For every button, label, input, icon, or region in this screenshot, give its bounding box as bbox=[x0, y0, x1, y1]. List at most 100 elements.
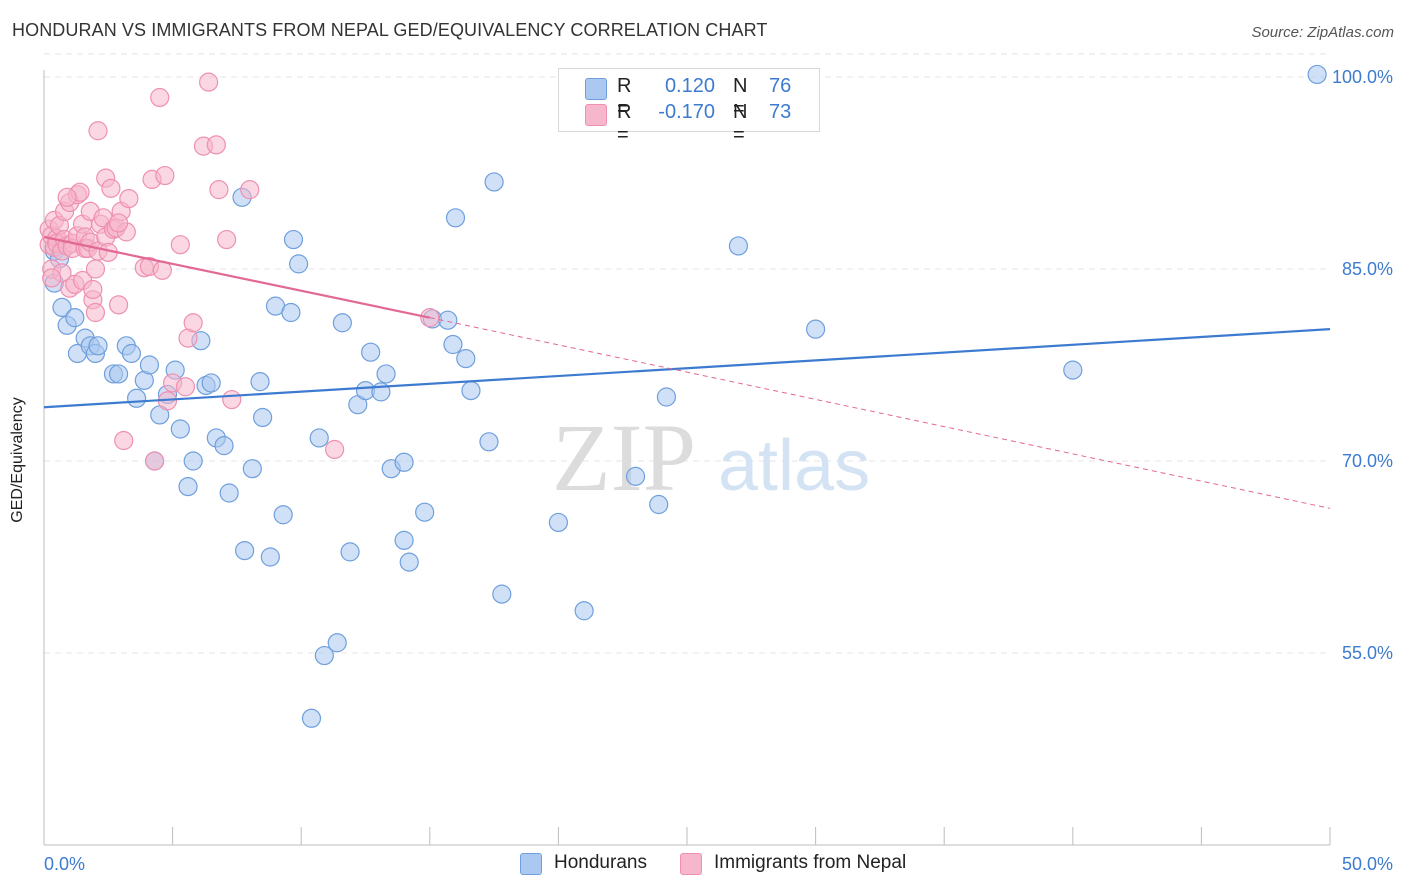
honduran-point bbox=[214, 436, 234, 456]
trend-line-hondurans bbox=[43, 328, 1331, 409]
grid-lines bbox=[44, 53, 1330, 654]
honduran-point bbox=[219, 483, 239, 503]
chart-title: HONDURAN VS IMMIGRANTS FROM NEPAL GED/EQ… bbox=[12, 20, 768, 40]
honduran-point bbox=[649, 494, 669, 515]
series-nepal bbox=[39, 72, 440, 471]
legend: R = 0.120 N = 76 R = -0.170 N = 73 bbox=[558, 68, 820, 146]
honduran-point bbox=[260, 547, 280, 567]
nepal-point bbox=[42, 268, 62, 288]
honduran-point bbox=[728, 236, 749, 256]
honduran-point bbox=[332, 313, 352, 333]
nepal-point bbox=[108, 213, 129, 233]
legend-r-value: 0.120 bbox=[664, 75, 715, 97]
honduran-point bbox=[183, 451, 203, 471]
nepal-point bbox=[119, 189, 139, 209]
honduran-point bbox=[65, 308, 85, 328]
nepal-point bbox=[209, 180, 229, 200]
honduran-point bbox=[139, 355, 160, 375]
trend-lines bbox=[43, 235, 1331, 509]
nepal-point bbox=[85, 259, 106, 279]
nepal-point bbox=[144, 451, 165, 471]
honduran-point bbox=[548, 512, 569, 533]
honduran-point bbox=[178, 477, 198, 497]
nepal-point bbox=[325, 439, 345, 460]
nepal-point bbox=[150, 87, 170, 108]
honduran-point bbox=[121, 343, 142, 364]
nepal-point bbox=[57, 187, 77, 207]
y-tick-label: 55.0% bbox=[1342, 643, 1393, 663]
nepal-point bbox=[85, 302, 106, 323]
watermark-zip: ZIP bbox=[552, 404, 696, 511]
honduran-point bbox=[1307, 64, 1327, 85]
nepal-point bbox=[101, 178, 121, 198]
honduran-point bbox=[415, 502, 435, 522]
honduran-point bbox=[656, 387, 677, 407]
honduran-point bbox=[805, 319, 826, 339]
honduran-point bbox=[250, 372, 270, 392]
bottom-legend-hondurans: Hondurans bbox=[520, 852, 647, 875]
honduran-point bbox=[52, 297, 72, 317]
legend-r-label: R = bbox=[617, 101, 632, 146]
nepal-point bbox=[155, 165, 175, 186]
honduran-point bbox=[201, 373, 221, 393]
nepal-point bbox=[170, 235, 190, 255]
honduran-point bbox=[309, 428, 329, 448]
honduran-point bbox=[445, 208, 466, 228]
honduran-point bbox=[253, 407, 273, 428]
bottom-legend-label-hondurans: Hondurans bbox=[554, 852, 647, 873]
y-tick-labels: 55.0% 70.0% 85.0% 100.0% bbox=[1332, 67, 1393, 663]
honduran-point bbox=[281, 302, 301, 323]
legend-r-label: R = bbox=[617, 75, 632, 120]
axes bbox=[43, 70, 1331, 846]
nepal-point bbox=[217, 229, 237, 250]
legend-swatch-blue bbox=[585, 78, 607, 100]
honduran-point bbox=[625, 466, 646, 486]
bottom-legend-swatch-blue bbox=[520, 853, 542, 875]
legend-swatch-pink bbox=[585, 104, 607, 126]
honduran-point bbox=[492, 584, 512, 604]
legend-n-label: N = bbox=[733, 75, 748, 120]
honduran-point bbox=[340, 542, 360, 562]
honduran-point bbox=[574, 601, 594, 621]
x-tick-label-min: 0.0% bbox=[44, 854, 85, 874]
y-axis-label-text: GED/Equivalency bbox=[9, 397, 26, 523]
honduran-point bbox=[273, 505, 293, 525]
x-tick-label-max: 50.0% bbox=[1342, 854, 1393, 874]
watermark-atlas: atlas bbox=[718, 426, 870, 506]
honduran-point bbox=[314, 645, 334, 666]
honduran-point bbox=[327, 633, 347, 653]
watermark: ZIP atlas bbox=[552, 404, 870, 511]
bottom-legend-label-nepal: Immigrants from Nepal bbox=[714, 852, 907, 873]
honduran-point bbox=[283, 229, 304, 250]
honduran-point bbox=[479, 432, 499, 452]
honduran-point bbox=[170, 419, 190, 439]
honduran-point bbox=[484, 172, 504, 192]
y-tick-label: 85.0% bbox=[1342, 259, 1393, 279]
nepal-point bbox=[175, 377, 196, 397]
nepal-point bbox=[206, 135, 226, 155]
honduran-point bbox=[461, 381, 481, 401]
trend-line-nepal bbox=[43, 235, 431, 319]
nepal-point bbox=[183, 313, 203, 333]
honduran-point bbox=[88, 336, 108, 356]
honduran-point bbox=[289, 254, 309, 274]
honduran-point bbox=[399, 552, 419, 572]
trend-line-nepal-extension bbox=[429, 317, 1331, 509]
honduran-point bbox=[456, 349, 476, 369]
y-tick-label: 70.0% bbox=[1342, 451, 1393, 471]
honduran-point bbox=[376, 364, 396, 384]
nepal-point bbox=[83, 279, 103, 300]
nepal-point bbox=[222, 389, 242, 410]
bottom-legend-nepal: Immigrants from Nepal bbox=[680, 852, 907, 875]
y-tick-label: 100.0% bbox=[1332, 67, 1393, 87]
x-tick-labels: 0.0% 50.0% bbox=[44, 854, 1393, 874]
nepal-point bbox=[114, 430, 134, 451]
nepal-point bbox=[240, 180, 260, 200]
honduran-point bbox=[242, 459, 262, 479]
legend-n-value: 73 bbox=[769, 101, 792, 123]
nepal-point bbox=[108, 295, 129, 315]
honduran-point bbox=[394, 452, 414, 472]
bottom-legend-swatch-pink bbox=[680, 853, 702, 875]
honduran-point bbox=[126, 388, 147, 408]
